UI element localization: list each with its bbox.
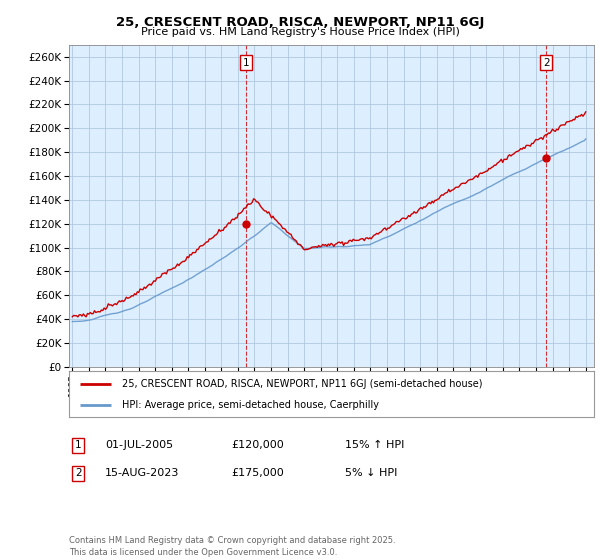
Text: Price paid vs. HM Land Registry's House Price Index (HPI): Price paid vs. HM Land Registry's House …	[140, 27, 460, 37]
Text: 2: 2	[543, 58, 550, 68]
Text: £175,000: £175,000	[231, 468, 284, 478]
Text: 01-JUL-2005: 01-JUL-2005	[105, 440, 173, 450]
Text: 1: 1	[243, 58, 250, 68]
Text: 15% ↑ HPI: 15% ↑ HPI	[345, 440, 404, 450]
Text: 25, CRESCENT ROAD, RISCA, NEWPORT, NP11 6GJ: 25, CRESCENT ROAD, RISCA, NEWPORT, NP11 …	[116, 16, 484, 29]
Text: 25, CRESCENT ROAD, RISCA, NEWPORT, NP11 6GJ (semi-detached house): 25, CRESCENT ROAD, RISCA, NEWPORT, NP11 …	[121, 379, 482, 389]
Text: Contains HM Land Registry data © Crown copyright and database right 2025.
This d: Contains HM Land Registry data © Crown c…	[69, 536, 395, 557]
Text: 15-AUG-2023: 15-AUG-2023	[105, 468, 179, 478]
Text: 2: 2	[75, 468, 82, 478]
Text: 5% ↓ HPI: 5% ↓ HPI	[345, 468, 397, 478]
Text: £120,000: £120,000	[231, 440, 284, 450]
Text: 1: 1	[75, 440, 82, 450]
Text: HPI: Average price, semi-detached house, Caerphilly: HPI: Average price, semi-detached house,…	[121, 400, 379, 410]
